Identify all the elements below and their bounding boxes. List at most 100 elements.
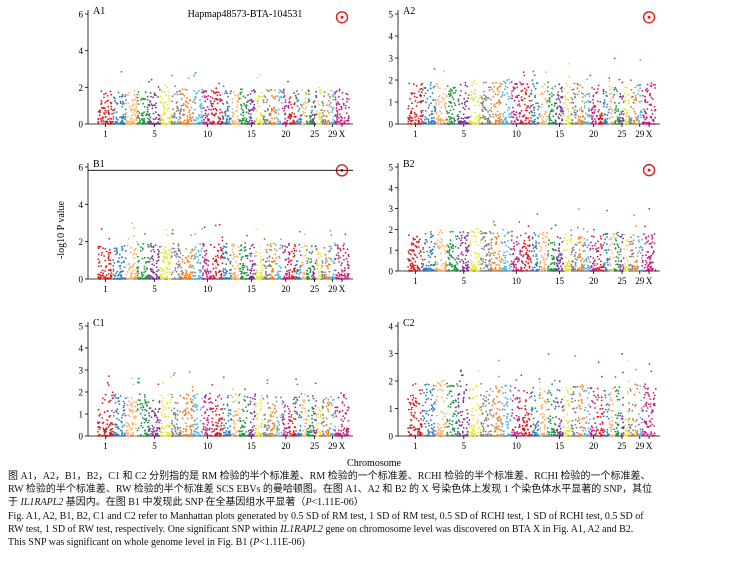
- snp-point: [444, 88, 447, 90]
- snp-point: [530, 89, 533, 92]
- snp-point: [325, 115, 327, 118]
- snp-point: [461, 265, 464, 268]
- snp-point: [310, 123, 313, 125]
- snp-point: [496, 110, 499, 113]
- snp-point: [447, 256, 450, 259]
- snp-point: [307, 122, 310, 125]
- snp-point: [293, 249, 296, 252]
- snp-point: [340, 108, 343, 111]
- snp-point: [191, 249, 193, 252]
- snp-point: [628, 123, 631, 125]
- snp-point: [506, 120, 509, 123]
- snp-point: [536, 213, 539, 216]
- snp-point: [159, 121, 162, 123]
- snp-point: [492, 220, 495, 223]
- snp-point: [333, 91, 335, 94]
- snp-point: [417, 120, 420, 122]
- snp-point: [133, 99, 136, 101]
- snp-point: [210, 89, 213, 92]
- snp-point: [247, 109, 250, 111]
- snp-point: [179, 252, 182, 255]
- snp-point: [463, 267, 466, 269]
- snp-point: [651, 119, 654, 121]
- snp-point: [332, 260, 335, 263]
- snp-point: [536, 258, 538, 260]
- snp-point: [470, 235, 473, 238]
- snp-point: [654, 123, 656, 125]
- snp-point: [538, 270, 541, 272]
- snp-point: [194, 233, 197, 235]
- snp-point: [175, 252, 178, 255]
- snp-point: [650, 109, 653, 112]
- snp-point: [309, 268, 312, 271]
- snp-point: [236, 109, 239, 112]
- snp-point: [558, 105, 561, 108]
- snp-point: [266, 119, 268, 122]
- snp-point: [330, 257, 332, 260]
- snp-point: [407, 260, 410, 262]
- snp-point: [122, 270, 124, 273]
- snp-point: [199, 243, 202, 245]
- snp-point: [343, 243, 345, 245]
- snp-point: [479, 116, 482, 119]
- snp-point: [104, 276, 107, 278]
- snp-point: [224, 278, 227, 280]
- snp-point: [450, 105, 453, 108]
- snp-point: [176, 93, 179, 96]
- snp-point: [194, 248, 196, 251]
- snp-point: [436, 245, 439, 247]
- snp-point: [147, 243, 149, 246]
- snp-point: [125, 250, 127, 252]
- snp-point: [107, 278, 109, 280]
- snp-point: [287, 258, 290, 260]
- snp-point: [161, 97, 163, 100]
- snp-point: [301, 246, 303, 249]
- snp-point: [301, 89, 304, 91]
- snp-point: [241, 109, 244, 111]
- snp-point: [224, 111, 226, 113]
- snp-point: [646, 101, 649, 104]
- snp-point: [531, 79, 534, 82]
- snp-point: [216, 254, 219, 257]
- snp-point: [473, 263, 476, 266]
- snp-point: [238, 122, 241, 125]
- snp-point: [485, 258, 487, 261]
- snp-point: [540, 247, 543, 249]
- snp-point: [133, 94, 136, 97]
- snp-point: [105, 265, 108, 267]
- snp-point: [504, 254, 507, 257]
- snp-point: [567, 110, 570, 113]
- snp-point: [119, 100, 122, 103]
- snp-point: [562, 106, 565, 109]
- snp-point: [335, 278, 338, 280]
- snp-point: [203, 250, 206, 253]
- snp-point: [199, 116, 202, 119]
- snp-point: [213, 121, 216, 124]
- snp-point: [252, 109, 255, 112]
- snp-point: [178, 263, 181, 266]
- snp-point: [288, 242, 290, 245]
- snp-point: [422, 114, 425, 116]
- snp-point: [171, 232, 173, 235]
- snp-point: [610, 112, 613, 114]
- snp-point: [284, 105, 286, 108]
- snp-point: [103, 93, 105, 95]
- snp-point: [523, 263, 526, 266]
- snp-point: [448, 112, 450, 114]
- snp-point: [420, 262, 423, 265]
- snp-point: [528, 265, 531, 268]
- panel-label: A1: [93, 6, 105, 17]
- snp-point: [173, 116, 176, 119]
- snp-point: [421, 120, 424, 123]
- snp-point: [343, 273, 346, 275]
- snp-point: [216, 263, 219, 266]
- snp-point: [318, 86, 321, 89]
- snp-point: [191, 116, 194, 119]
- snp-point: [108, 248, 111, 251]
- snp-point: [522, 255, 524, 258]
- snp-point: [244, 104, 247, 107]
- snp-point: [413, 92, 416, 95]
- snp-point: [197, 121, 199, 124]
- snp-point: [293, 269, 296, 272]
- snp-point: [204, 254, 207, 257]
